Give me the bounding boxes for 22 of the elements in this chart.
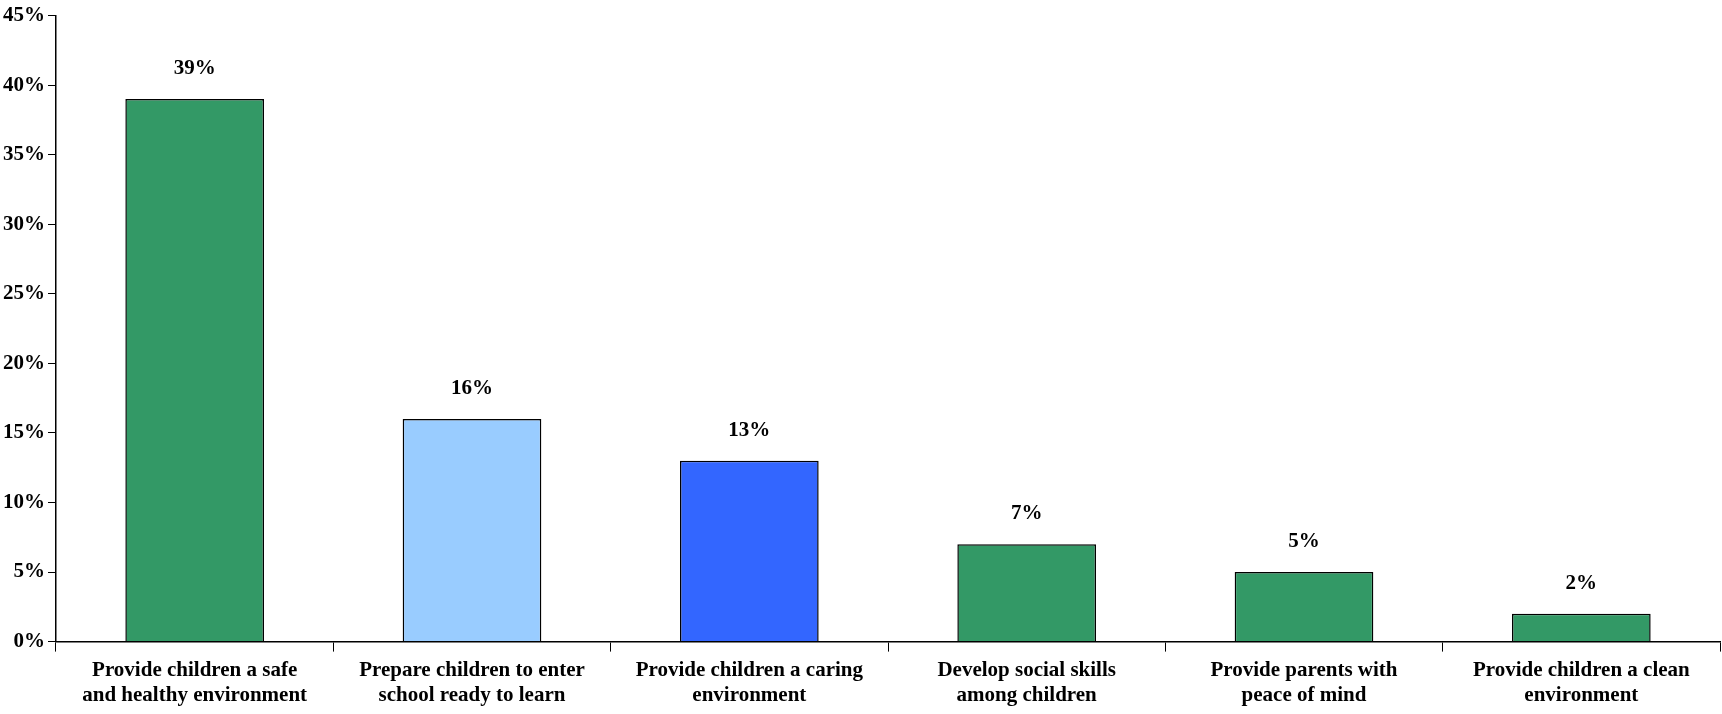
x-tick-label: Provide children a clean environment	[1472, 656, 1691, 706]
y-tick-label: 0%	[13, 628, 45, 653]
y-tick-label: 15%	[3, 419, 45, 444]
x-tick-label: Develop social skills among children	[937, 656, 1116, 706]
y-tick-label: 35%	[3, 141, 45, 166]
data-label: 7%	[1010, 500, 1043, 525]
y-tick-label: 25%	[3, 280, 45, 305]
y-tick-label: 20%	[3, 349, 45, 374]
y-tick-label: 30%	[3, 210, 45, 235]
data-label: 13%	[728, 416, 771, 441]
data-label: 39%	[173, 54, 216, 79]
y-tick-label: 5%	[13, 558, 45, 583]
data-label: 5%	[1288, 527, 1320, 552]
x-tick-label: Provide children a safe and healthy environment	[82, 656, 308, 706]
data-label: 16%	[451, 374, 493, 399]
x-tick-label: Provide children a caring environment	[635, 656, 864, 706]
y-tick-label: 40%	[3, 71, 45, 96]
x-tick-label: Provide parents with peace of mind	[1210, 656, 1398, 706]
data-label: 2%	[1565, 569, 1598, 594]
x-tick-label: Prepare children to enter school ready to learn	[359, 656, 585, 706]
y-tick-label: 10%	[3, 488, 45, 513]
y-tick-label: 45%	[3, 2, 45, 27]
